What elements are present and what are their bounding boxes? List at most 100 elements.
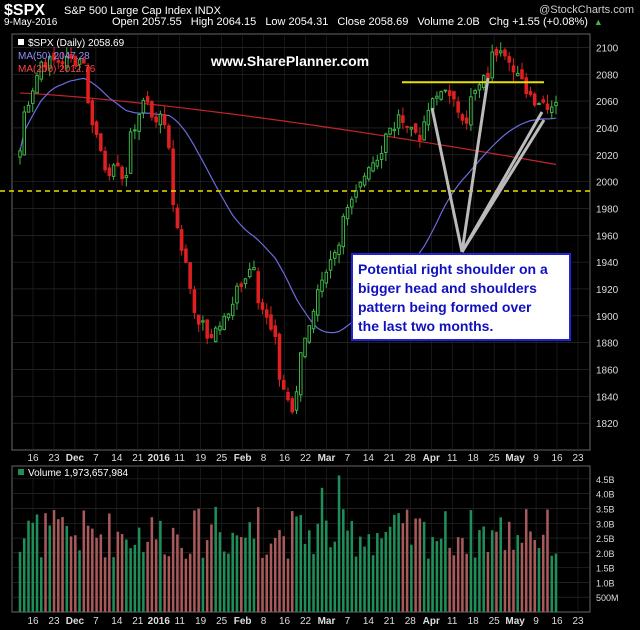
- volume-bar: [520, 542, 524, 612]
- volume-bar: [295, 516, 298, 612]
- volume-bar: [418, 518, 422, 612]
- volume-bar: [227, 553, 230, 612]
- time-tick-label: 28: [405, 616, 417, 627]
- candle-body: [133, 129, 137, 132]
- candle-body: [362, 175, 367, 186]
- candle-body: [90, 100, 95, 126]
- candle-body: [124, 175, 129, 179]
- time-tick-label: 22: [300, 453, 312, 464]
- volume-bar: [239, 537, 243, 612]
- volume-bar: [342, 509, 345, 612]
- callout-arrow: [460, 119, 546, 253]
- volume-bar: [461, 537, 464, 612]
- volume-bar: [244, 537, 247, 612]
- time-tick-label: 14: [111, 453, 123, 464]
- volume-bar: [465, 553, 468, 612]
- candle-body: [503, 49, 507, 57]
- volume-bar: [74, 535, 77, 612]
- volume-bar: [273, 537, 277, 612]
- time-tick-label: 14: [363, 453, 375, 464]
- candle-body: [520, 69, 524, 80]
- candle-body: [179, 229, 184, 251]
- volume-bar: [171, 527, 175, 612]
- candle-body: [554, 101, 558, 107]
- time-tick-label: 28: [405, 453, 417, 464]
- candle-body: [379, 153, 384, 160]
- candle-body: [145, 96, 150, 103]
- time-tick-label: 9: [533, 616, 539, 627]
- candle-body: [141, 99, 146, 114]
- volume-bar: [393, 514, 396, 612]
- volume-bar: [261, 557, 264, 612]
- price-tick-label: 1880: [596, 339, 619, 350]
- candle-body: [86, 66, 90, 104]
- volume-bar: [248, 522, 251, 612]
- volume-tick-label: 1.5B: [596, 564, 615, 574]
- volume-bar: [427, 558, 430, 612]
- time-tick-label: Mar: [318, 616, 336, 627]
- price-legend-swatch: [18, 39, 24, 45]
- volume-bar: [312, 554, 315, 612]
- time-tick-label: 7: [345, 453, 351, 464]
- volume-bar: [167, 556, 171, 612]
- candle-body: [264, 309, 269, 318]
- candle-body: [222, 315, 226, 331]
- candle-body: [18, 150, 22, 158]
- annotation-line: the last two months.: [358, 318, 493, 334]
- volume-bar: [512, 549, 515, 612]
- candle-body: [375, 159, 380, 167]
- volume-bar: [439, 538, 443, 612]
- time-tick-label: 16: [551, 453, 563, 464]
- time-tick-label: 16: [551, 616, 563, 627]
- volume-bar: [456, 537, 460, 612]
- volume-bar: [478, 530, 481, 612]
- candle-body: [358, 181, 363, 188]
- candle-body: [209, 333, 214, 338]
- candle-body: [545, 103, 550, 110]
- time-tick-label: 21: [384, 616, 396, 627]
- volume-legend-swatch: [18, 469, 24, 475]
- time-tick-label: 25: [216, 453, 228, 464]
- candle-body: [99, 133, 103, 152]
- volume-bar: [214, 506, 217, 612]
- candle-body: [116, 162, 120, 167]
- candle-body: [294, 391, 299, 411]
- volume-bar: [286, 558, 290, 612]
- candle-body: [120, 166, 124, 180]
- volume-bar: [533, 540, 536, 612]
- volume-bar: [125, 539, 128, 612]
- time-tick-label: 11: [447, 616, 458, 627]
- candle-body: [405, 125, 409, 128]
- volume-bar: [252, 538, 256, 612]
- volume-bar: [142, 552, 145, 612]
- candle-body: [460, 114, 465, 121]
- volume-bar: [469, 510, 473, 612]
- candle-body: [477, 84, 482, 91]
- time-tick-label: Dec: [66, 616, 85, 627]
- candle-body: [549, 106, 554, 114]
- candle-body: [422, 121, 426, 141]
- candle-body: [158, 113, 163, 126]
- volume-tick-label: 4.0B: [596, 490, 615, 500]
- price-tick-label: 2040: [596, 124, 619, 135]
- candle-body: [435, 95, 439, 99]
- candle-body: [218, 325, 222, 331]
- annotation-line: pattern being formed over: [358, 299, 532, 315]
- time-tick-label: 22: [300, 616, 312, 627]
- candle-body: [494, 48, 499, 56]
- ma200-line: [19, 92, 557, 166]
- volume-bar: [320, 487, 324, 612]
- candle-body: [537, 102, 541, 105]
- time-tick-label: 19: [195, 616, 207, 627]
- time-tick-label: 14: [111, 616, 123, 627]
- legend-ma50: MA(50) 2047.28: [18, 51, 90, 62]
- volume-bar: [205, 540, 209, 612]
- candle-body: [171, 148, 175, 205]
- candle-body: [511, 65, 516, 73]
- candle-body: [286, 391, 290, 401]
- volume-tick-label: 500M: [596, 593, 619, 603]
- volume-bar: [86, 525, 90, 612]
- volume-bar: [405, 509, 409, 612]
- time-tick-label: 7: [93, 616, 99, 627]
